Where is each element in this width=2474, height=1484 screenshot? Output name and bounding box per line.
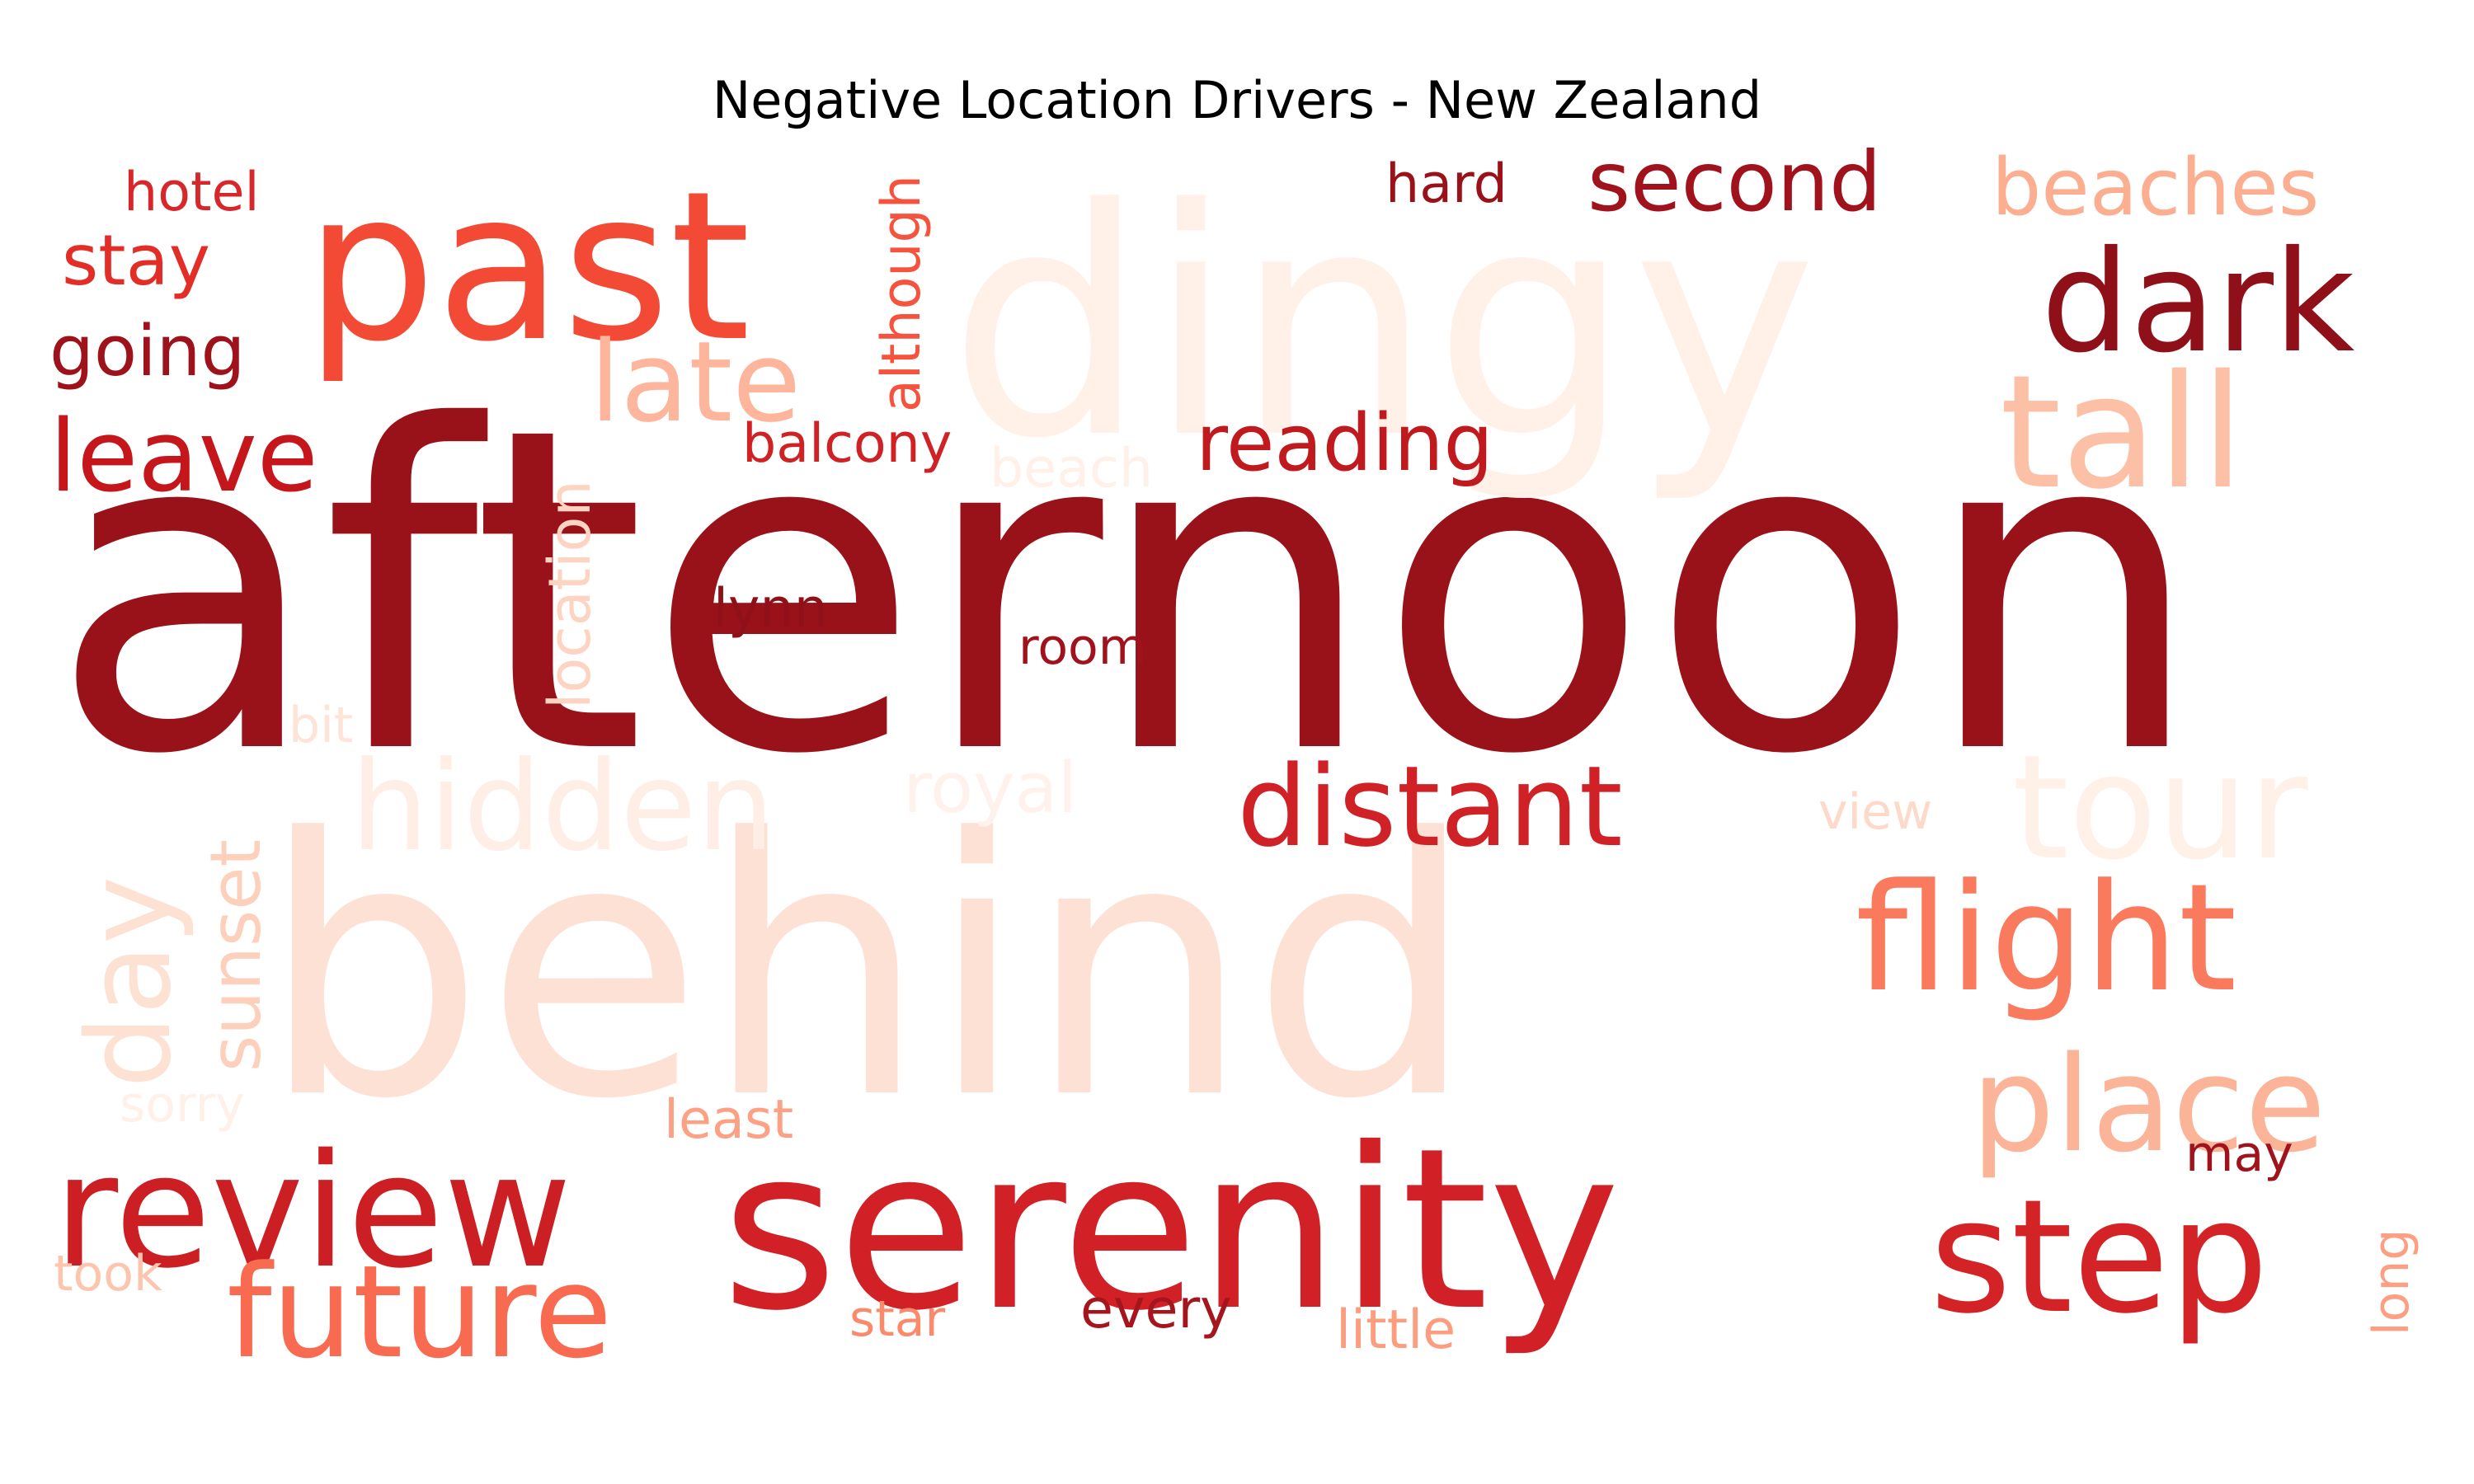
word-hard: hard: [1385, 153, 1507, 215]
word-sunset: sunset: [195, 839, 277, 1072]
word-every: every: [1080, 1279, 1232, 1341]
word-review: review: [54, 1120, 571, 1303]
chart-title: Negative Location Drivers - New Zealand: [712, 70, 1762, 130]
word-reading: reading: [1196, 398, 1493, 489]
word-little: little: [1336, 1299, 1456, 1361]
word-behind: behind: [260, 764, 1476, 1176]
word-hidden: hidden: [350, 735, 775, 879]
word-location: location: [536, 480, 604, 709]
word-dark: dark: [2041, 221, 2354, 384]
word-took: took: [54, 1245, 162, 1303]
word-place: place: [1971, 1027, 2326, 1181]
word-tall: tall: [2000, 341, 2245, 524]
word-serenity: serenity: [722, 1100, 1620, 1360]
word-step: step: [1930, 1166, 2269, 1348]
word-day: day: [63, 876, 197, 1088]
word-lynn: lynn: [713, 578, 828, 640]
word-balcony: balcony: [742, 413, 952, 475]
word-beach: beach: [990, 438, 1153, 500]
word-room: room: [1018, 618, 1146, 676]
word-may: may: [2185, 1125, 2293, 1183]
word-leave: leave: [49, 400, 318, 514]
word-going: going: [49, 311, 245, 392]
word-hotel: hotel: [124, 162, 260, 223]
word-bit: bit: [289, 697, 353, 754]
word-least: least: [664, 1089, 793, 1151]
word-view: view: [1818, 783, 1932, 841]
word-dingy: dingy: [948, 142, 1818, 507]
word-second: second: [1587, 134, 1882, 230]
word-future: future: [227, 1237, 613, 1387]
word-late: late: [590, 317, 801, 447]
word-sorry: sorry: [120, 1076, 245, 1134]
word-beaches: beaches: [1992, 143, 2319, 233]
word-although: although: [871, 175, 933, 412]
word-long: long: [2363, 1229, 2420, 1336]
word-flight: flight: [1856, 852, 2236, 1025]
word-star: star: [849, 1290, 946, 1348]
word-stay: stay: [62, 220, 210, 302]
word-royal: royal: [903, 748, 1077, 829]
word-afternoon: afternoon: [49, 334, 2204, 852]
word-tour: tour: [2012, 725, 2308, 892]
word-past: past: [305, 147, 750, 387]
word-distant: distant: [1237, 742, 1623, 871]
